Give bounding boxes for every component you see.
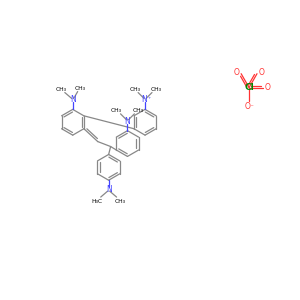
Text: CH₃: CH₃ xyxy=(150,87,161,92)
Text: H₃C: H₃C xyxy=(91,199,102,203)
Text: CH₃: CH₃ xyxy=(130,87,141,92)
Text: CH₃: CH₃ xyxy=(115,199,126,203)
Text: O: O xyxy=(265,83,271,92)
Text: CH₃: CH₃ xyxy=(55,87,66,92)
Text: CH₃: CH₃ xyxy=(133,108,144,113)
Text: O⁻: O⁻ xyxy=(244,102,254,111)
Text: O: O xyxy=(233,68,239,77)
Text: N: N xyxy=(141,95,147,104)
Text: Cl: Cl xyxy=(244,83,254,92)
Text: N: N xyxy=(70,95,76,104)
Text: N: N xyxy=(124,117,130,126)
Text: O: O xyxy=(259,68,265,77)
Text: CH₃: CH₃ xyxy=(111,108,122,113)
Text: N: N xyxy=(106,185,112,194)
Text: ⁺: ⁺ xyxy=(147,98,151,103)
Text: CH₃: CH₃ xyxy=(74,86,85,91)
